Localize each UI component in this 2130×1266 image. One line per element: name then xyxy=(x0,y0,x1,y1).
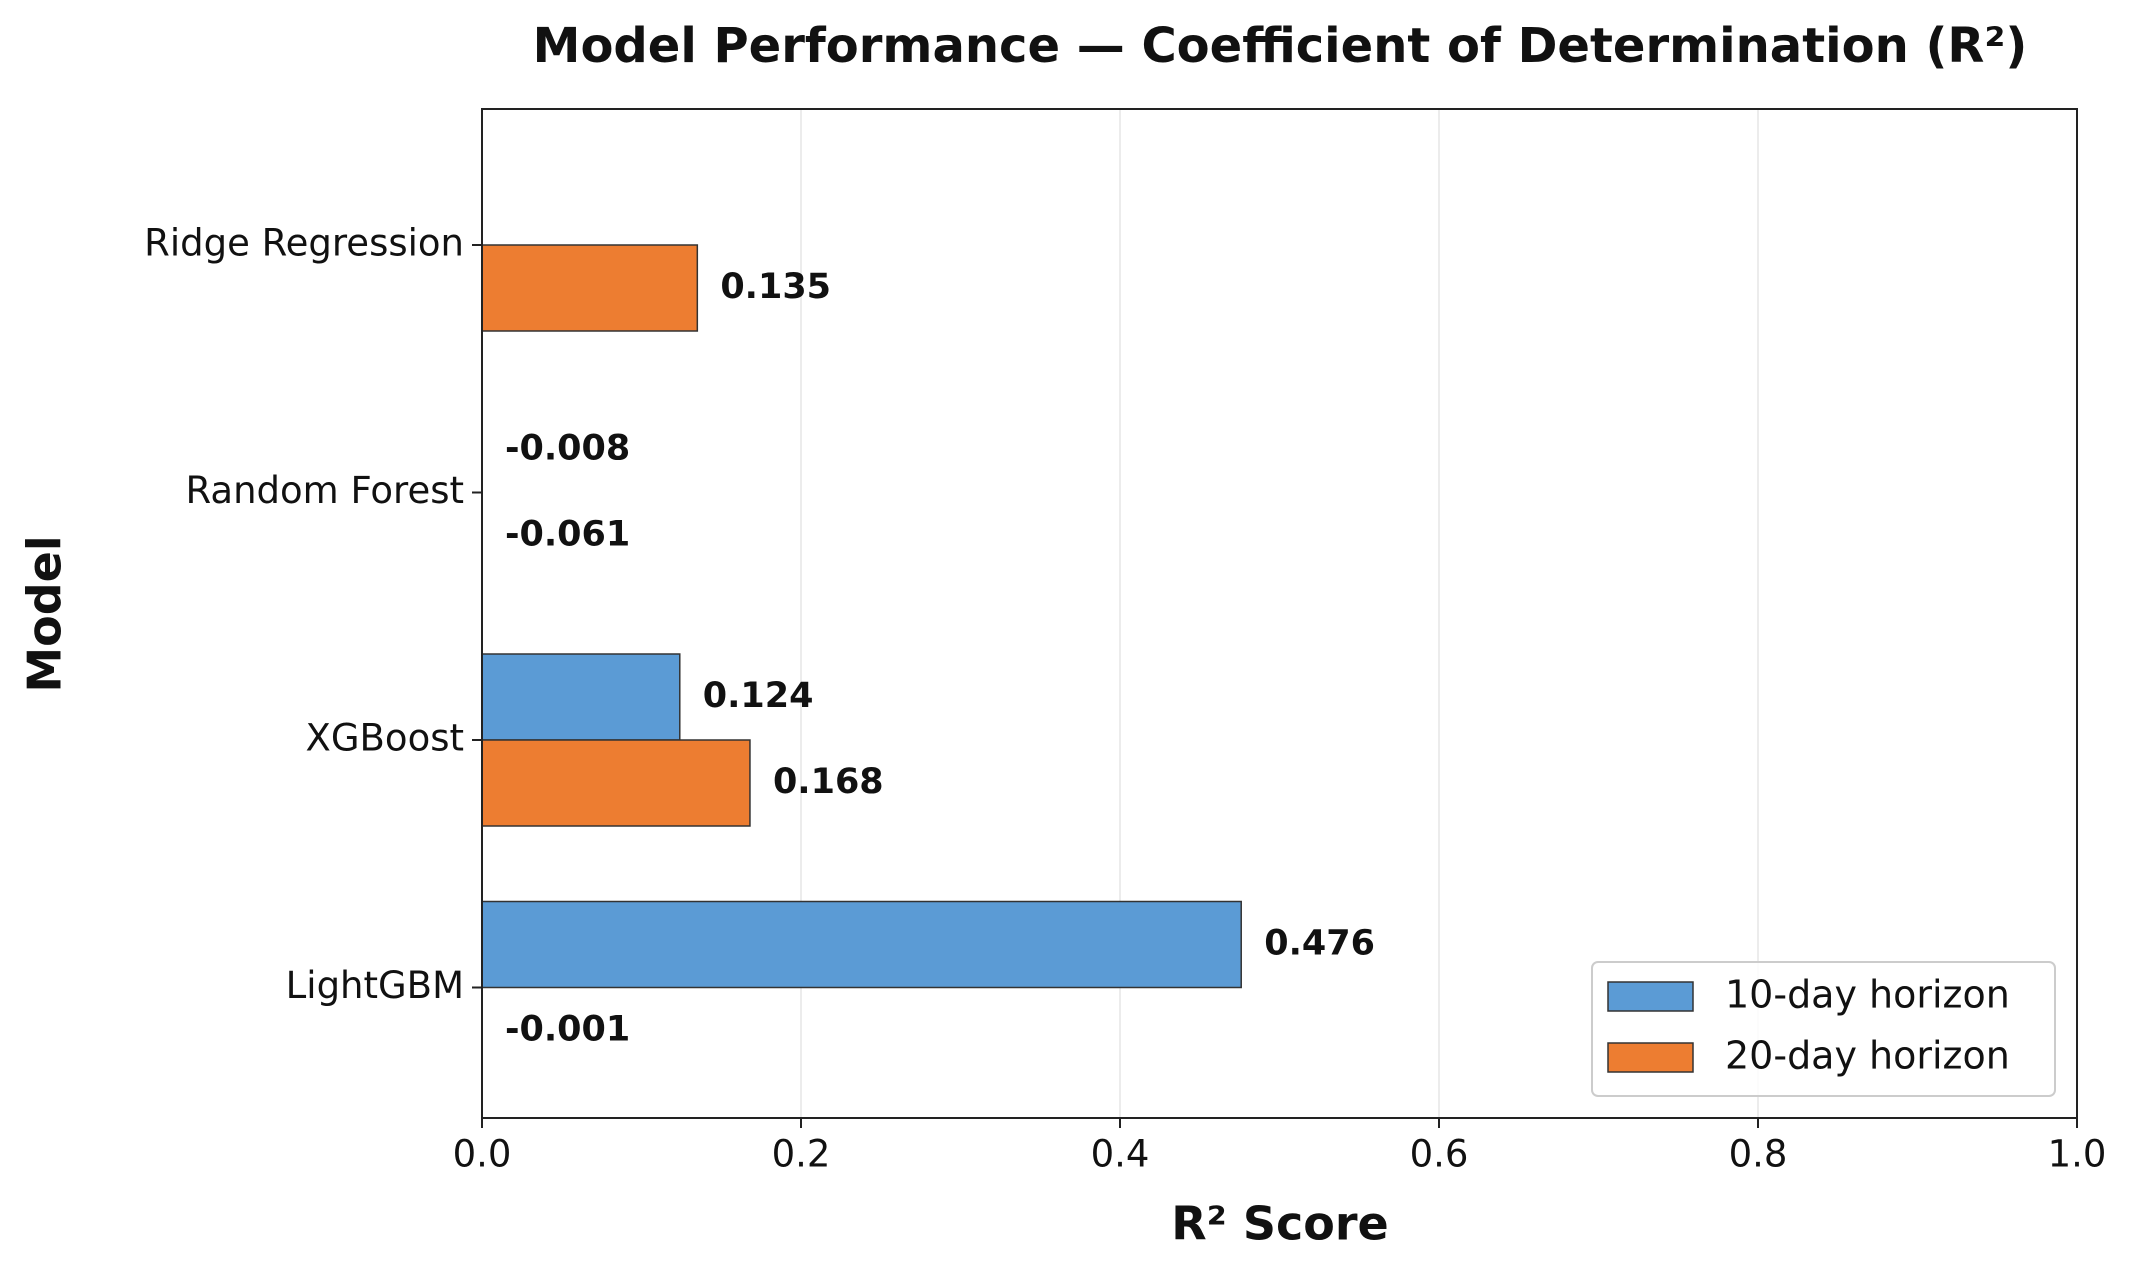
bar xyxy=(482,900,1242,989)
x-axis-label: R² Score xyxy=(1171,1197,1388,1251)
value-label: 0.124 xyxy=(703,676,814,716)
bar xyxy=(482,244,699,332)
bars xyxy=(482,244,1242,1075)
x-tick-label: 0.0 xyxy=(453,1133,512,1176)
x-tick-label: 0.2 xyxy=(772,1133,831,1176)
bar xyxy=(482,405,483,494)
bar xyxy=(482,653,681,741)
value-label: 0.168 xyxy=(773,762,884,802)
plot-frame xyxy=(481,108,2078,1119)
value-label: -0.061 xyxy=(505,515,630,555)
x-tick-label: 1.0 xyxy=(2048,1133,2107,1176)
value-label: 0.476 xyxy=(1264,924,1375,964)
value-label: 0.135 xyxy=(720,267,831,307)
x-tick-label: 0.8 xyxy=(1729,1133,1788,1176)
x-tick-label: 0.6 xyxy=(1410,1133,1469,1176)
legend-swatch xyxy=(1607,1042,1694,1073)
value-label: -0.008 xyxy=(505,429,630,469)
y-tick-label: LightGBM xyxy=(286,964,464,1007)
y-tick-label: Random Forest xyxy=(186,469,465,512)
legend-label: 20-day horizon xyxy=(1725,1034,2010,1078)
y-tick-label: Ridge Regression xyxy=(144,222,464,265)
y-axis-label: Model xyxy=(18,535,72,692)
chart-title: Model Performance — Coefficient of Deter… xyxy=(533,18,2028,74)
legend-box xyxy=(1591,961,2056,1097)
legend-swatch xyxy=(1607,981,1694,1012)
bar xyxy=(482,739,751,827)
legend-label: 10-day horizon xyxy=(1725,973,2010,1017)
value-label: -0.001 xyxy=(505,1010,630,1050)
y-tick-label: XGBoost xyxy=(306,717,464,760)
x-tick-label: 0.4 xyxy=(1091,1133,1150,1176)
